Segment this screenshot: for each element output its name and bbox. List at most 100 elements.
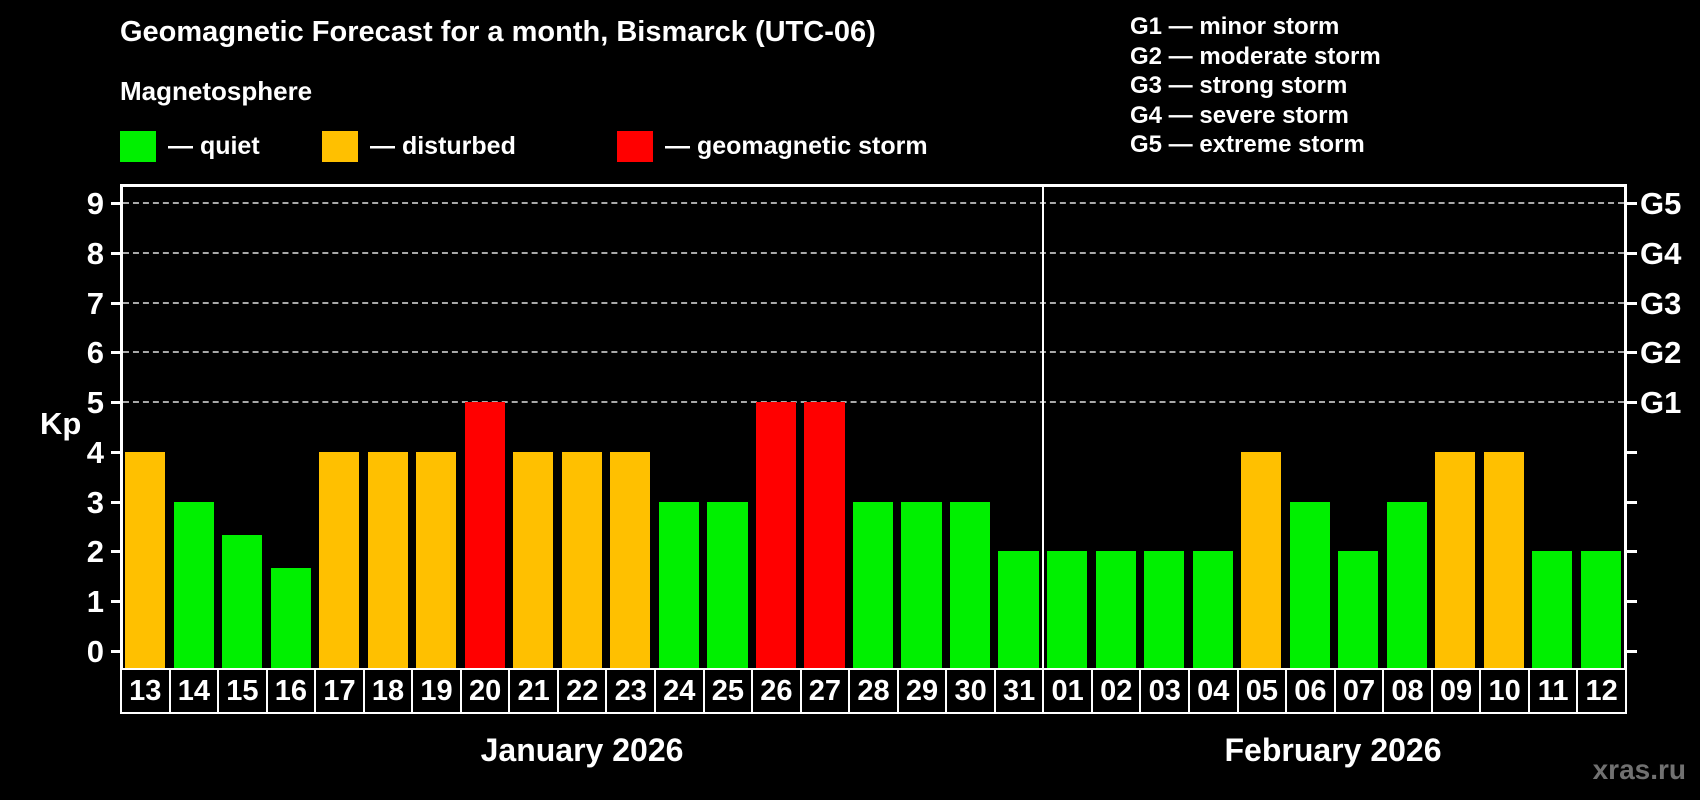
kp-bar-13 [125,451,166,668]
kp-bar-22 [561,451,602,668]
kp-bar-09 [1435,451,1476,668]
g4-legend-line: G4 — severe storm [1130,101,1349,129]
day-cell-09: 09 [1433,670,1482,712]
day-cell-12: 12 [1585,674,1618,707]
month-label-february: February 2026 [1224,732,1442,768]
y-tick-left-9 [111,201,121,205]
y-tick-left-5 [111,401,121,405]
y-tick-left-3 [111,500,121,504]
g1-legend-line: G1 — minor storm [1130,13,1340,40]
gridline-kp6 [123,351,1624,354]
day-cell-11: 11 [1530,670,1579,712]
quiet-color-swatch [120,130,156,162]
kp-bar-18 [367,451,408,668]
day-cell-20: 20 [462,670,511,712]
y-tick-left-6 [111,351,121,355]
day-cell-18: 18 [365,670,414,712]
y-tick-left-1 [111,600,121,604]
y-tick-right-0 [1627,650,1637,653]
day-cell-25: 25 [705,670,754,712]
legend-item-storm: — geomagnetic storm [617,130,928,162]
kp-bar-02 [1095,551,1136,668]
g2-legend-line: G2 — moderate storm [1130,42,1381,70]
day-cell-19: 19 [413,670,462,712]
kp-bar-06 [1289,501,1330,668]
kp-bar-26 [755,402,797,668]
quiet-legend-label: — quiet [168,131,260,160]
day-cell-07: 07 [1336,670,1385,712]
right-axis-label-g3: G3 [1640,285,1682,321]
gridline-kp9 [123,201,1624,204]
day-cell-13: 13 [122,670,171,712]
day-cell-26: 26 [753,670,802,712]
y-tick-right-1 [1627,600,1637,604]
day-cell-06: 06 [1287,670,1336,712]
y-tick-right-2 [1627,550,1637,554]
kp-bar-03 [1144,551,1185,668]
day-cell-02: 02 [1093,670,1142,712]
y-tick-label-6: 6 [86,335,104,371]
kp-bar-17 [319,451,360,668]
watermark: xras.ru [1592,754,1686,785]
x-axis-day-row: 13 14 15 16 17 18 19 20 21 22 23 24 25 26 27 28 29 30 31 01… [120,668,1627,714]
day-cell-04: 04 [1190,670,1239,712]
y-tick-right-7 [1627,301,1637,305]
day-cell-31: 31 [996,670,1045,712]
day-cell-15: 15 [219,670,268,712]
day-cell-30: 30 [947,670,996,712]
right-axis-label-g2: G2 [1640,335,1682,371]
day-cell-24: 24 [656,670,705,712]
legend-item-quiet: — quiet [120,130,260,162]
day-cell-22: 22 [559,670,608,712]
month-label-january: January 2026 [480,732,684,768]
kp-bar-01 [1047,551,1088,668]
kp-bar-12 [1580,551,1621,668]
day-cell-05: 05 [1239,670,1288,712]
kp-bar-11 [1532,551,1573,668]
day-cell-17: 17 [316,670,365,712]
kp-bar-30 [949,501,991,668]
day-cell-01: 01 [1044,670,1093,712]
kp-bar-15 [222,535,263,668]
kp-bar-25 [707,501,748,668]
day-cell-14: 14 [171,670,220,712]
y-tick-left-2 [111,550,121,554]
gridline-kp8 [123,251,1624,254]
y-tick-right-4 [1627,450,1637,454]
y-axis-title: Kp [40,406,82,441]
kp-bar-27 [804,402,845,668]
kp-bar-21 [513,451,554,668]
kp-bar-24 [658,501,699,668]
y-tick-right-6 [1627,351,1637,355]
y-axis-line-right [1624,184,1627,668]
plot-top-border [120,184,1627,187]
y-axis-line-left [120,184,123,668]
y-tick-label-9: 9 [86,185,104,221]
kp-bar-28 [852,501,894,668]
chart-title: Geomagnetic Forecast for a month, Bismar… [120,16,876,48]
y-tick-label-2: 2 [86,534,104,570]
kp-bar-23 [610,451,651,668]
kp-bar-08 [1386,501,1427,668]
y-tick-label-4: 4 [86,434,104,470]
kp-bar-20 [464,402,505,668]
day-cell-28: 28 [850,670,899,712]
day-cell-16: 16 [268,670,317,712]
y-tick-label-7: 7 [86,285,104,321]
right-axis-label-g4: G4 [1640,235,1682,271]
y-tick-left-0 [111,650,121,653]
magnetosphere-label: Magnetosphere [120,76,313,106]
day-cell-21: 21 [510,670,559,712]
legend-item-disturbed: — disturbed [322,130,516,162]
storm-legend-label: — geomagnetic storm [665,131,928,160]
y-tick-left-7 [111,301,121,305]
g5-legend-line: G5 — extreme storm [1130,131,1365,158]
y-tick-left-8 [111,251,121,255]
right-axis-label-g1: G1 [1640,385,1682,421]
kp-bar-14 [173,501,214,668]
day-cell-27: 27 [802,670,851,712]
disturbed-color-swatch [322,130,358,162]
kp-bar-04 [1192,551,1233,668]
day-cell-03: 03 [1141,670,1191,712]
